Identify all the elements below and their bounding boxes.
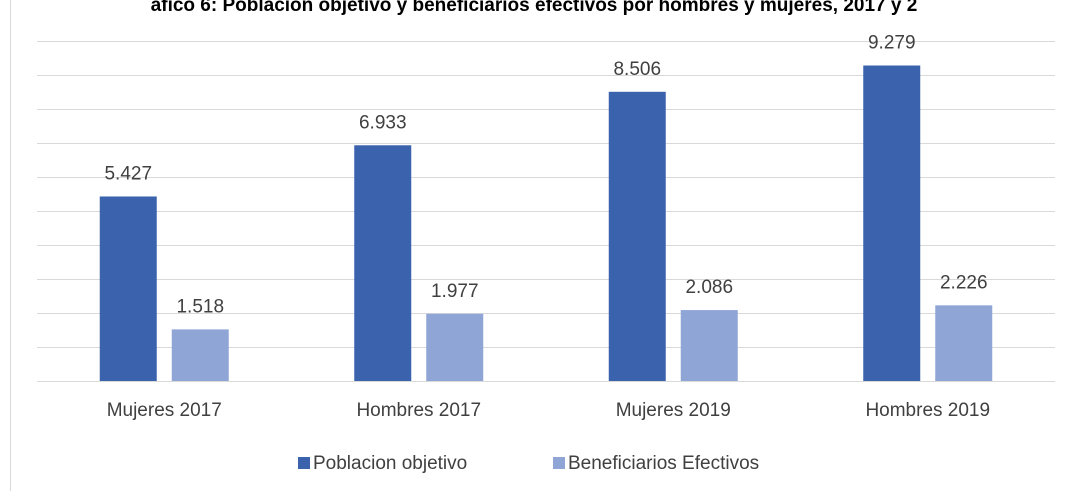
- x-tick-label: Mujeres 2017: [107, 400, 222, 421]
- x-tick-label: Hombres 2019: [865, 400, 990, 421]
- bar: [171, 329, 229, 381]
- data-label: 6.933: [359, 112, 407, 133]
- bar: [680, 310, 738, 381]
- legend-swatch: [298, 457, 310, 469]
- bar: [935, 305, 993, 381]
- data-label: 2.086: [685, 277, 733, 298]
- bar: [608, 91, 666, 382]
- data-label: 8.506: [613, 59, 661, 80]
- data-label: 2.226: [940, 272, 988, 293]
- legend-swatch: [553, 457, 565, 469]
- bar: [863, 65, 921, 381]
- chart-title: áfico 6: Poblacion objetivo y beneficiar…: [151, 0, 918, 16]
- data-label: 1.518: [176, 296, 224, 317]
- data-label: 5.427: [104, 163, 152, 184]
- data-label: 1.977: [431, 281, 479, 302]
- x-tick-label: Mujeres 2019: [616, 400, 731, 421]
- legend-label: Poblacion objetivo: [313, 453, 467, 474]
- bar: [426, 313, 484, 381]
- bar: [99, 196, 157, 381]
- legend-label: Beneficiarios Efectivos: [568, 453, 759, 474]
- data-label: 9.279: [868, 33, 916, 54]
- x-tick-label: Hombres 2017: [356, 400, 481, 421]
- bar: [354, 145, 412, 381]
